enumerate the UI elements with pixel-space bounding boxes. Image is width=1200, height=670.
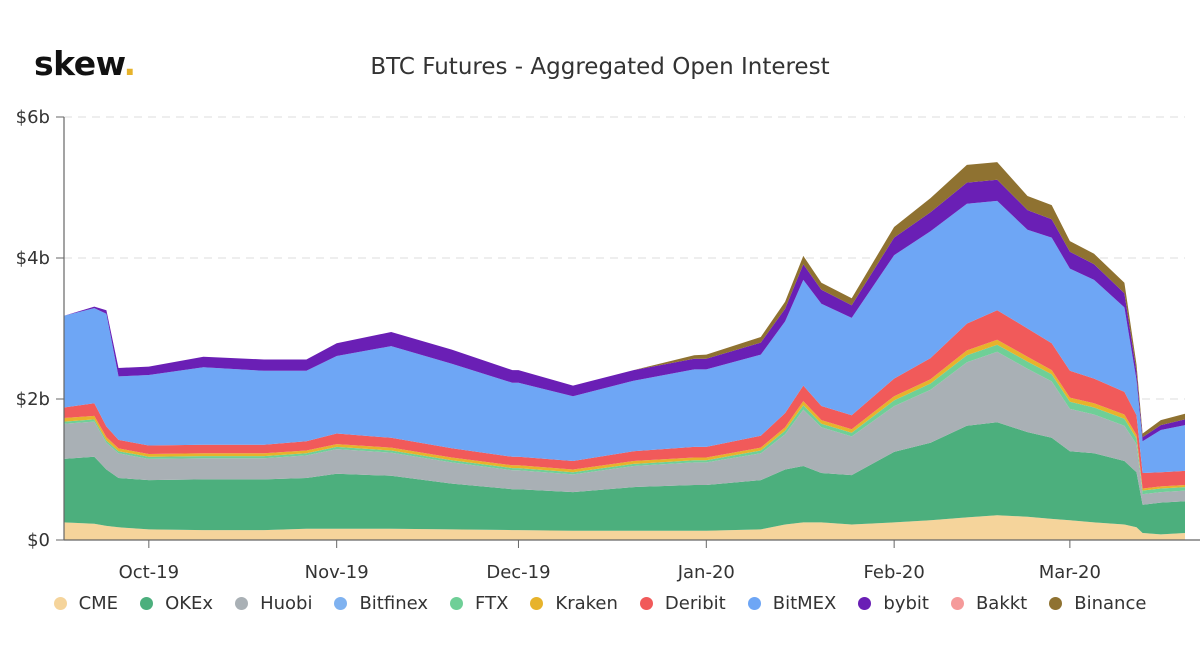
- legend-item-bitmex[interactable]: BitMEX: [747, 593, 837, 614]
- legend-item-bakkt[interactable]: Bakkt: [950, 593, 1028, 614]
- legend-label: Deribit: [664, 593, 726, 614]
- legend-label: bybit: [883, 593, 929, 614]
- y-tick-label: $0: [27, 530, 50, 551]
- legend-swatch: [1049, 597, 1063, 610]
- y-tick-label: $2b: [16, 389, 50, 410]
- area-series-huobi: [64, 351, 1185, 505]
- legend-item-deribit[interactable]: Deribit: [639, 593, 726, 614]
- legend-item-huobi[interactable]: Huobi: [235, 593, 312, 614]
- legend-swatch: [639, 597, 653, 610]
- legend-swatch: [450, 597, 464, 610]
- brand-name: skew: [34, 44, 124, 83]
- legend-item-kraken[interactable]: Kraken: [530, 593, 618, 614]
- legend-label: Huobi: [260, 593, 313, 614]
- x-tick-label: Jan-20: [677, 562, 735, 583]
- legend-swatch: [53, 597, 67, 610]
- legend-item-bitfinex[interactable]: Bitfinex: [334, 593, 428, 614]
- legend-label: FTX: [475, 593, 509, 614]
- x-tick-label: Nov-19: [305, 562, 369, 583]
- legend-label: Bitfinex: [359, 593, 429, 614]
- stacked-areas: [64, 162, 1185, 540]
- x-tick-label: Oct-19: [119, 562, 180, 583]
- legend-swatch: [858, 597, 872, 610]
- area-series-deribit: [64, 310, 1185, 489]
- legend-label: Binance: [1074, 593, 1147, 614]
- legend-swatch: [140, 597, 154, 610]
- x-tick-label: Feb-20: [864, 562, 925, 583]
- legend-label: Kraken: [555, 593, 618, 614]
- y-tick-label: $6b: [16, 107, 50, 128]
- legend-label: Bakkt: [975, 593, 1028, 614]
- area-series-cme: [64, 515, 1185, 540]
- legend-swatch: [235, 597, 249, 610]
- area-series-okex: [64, 422, 1185, 535]
- legend: CME OKEx Huobi Bitfinex FTX Kraken Deribit BitM…: [0, 593, 1200, 614]
- legend-item-ftx[interactable]: FTX: [450, 593, 508, 614]
- legend-label: OKEx: [165, 593, 214, 614]
- area-series-bitmex: [64, 200, 1185, 473]
- legend-label: BitMEX: [772, 593, 837, 614]
- x-tick-label: Mar-20: [1039, 562, 1101, 583]
- brand-logo: skew.: [34, 44, 136, 83]
- area-series-bybit: [64, 179, 1185, 442]
- legend-swatch: [950, 597, 964, 610]
- brand-dot: .: [123, 44, 136, 83]
- legend-label: CME: [78, 593, 119, 614]
- legend-item-okex[interactable]: OKEx: [140, 593, 213, 614]
- chart-title: BTC Futures - Aggregated Open Interest: [370, 54, 830, 80]
- legend-item-bybit[interactable]: bybit: [858, 593, 929, 614]
- legend-item-cme[interactable]: CME: [53, 593, 119, 614]
- legend-swatch: [334, 597, 348, 610]
- legend-swatch: [747, 597, 761, 610]
- legend-swatch: [530, 597, 544, 610]
- axes: $0 $2b $4b $6b Oct-19 Nov-19 Dec-19 Jan-20 Feb-2…: [16, 107, 1200, 583]
- x-tick-label: Dec-19: [486, 562, 550, 583]
- y-tick-label: $4b: [16, 248, 50, 269]
- legend-item-binance[interactable]: Binance: [1049, 593, 1146, 614]
